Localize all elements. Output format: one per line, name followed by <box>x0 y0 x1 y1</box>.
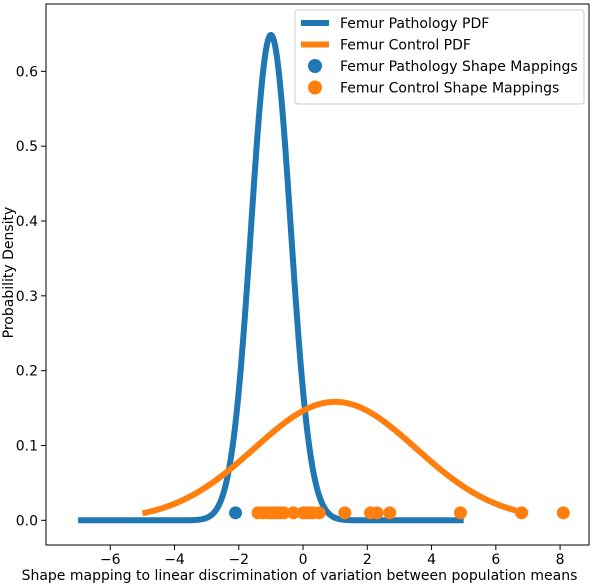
x-tick-label: 2 <box>363 552 372 568</box>
scatter-point <box>277 506 291 520</box>
legend-label: Femur Control PDF <box>340 38 471 54</box>
x-tick-label: 8 <box>556 552 565 568</box>
x-tick-label: 0 <box>299 552 308 568</box>
legend-box <box>294 9 585 105</box>
y-tick-label: 0.0 <box>16 513 38 529</box>
x-tick-label: −4 <box>164 552 185 568</box>
y-tick-label: 0.1 <box>16 438 38 454</box>
scatter-point <box>383 506 397 520</box>
scatter-point <box>515 506 529 520</box>
axes: Shape mapping to linear discrimination o… <box>1 3 590 584</box>
legend-label: Femur Pathology Shape Mappings <box>340 59 578 75</box>
x-tick-label: 4 <box>427 552 436 568</box>
scatter-point <box>312 506 326 520</box>
scatter-point <box>229 506 243 520</box>
x-tick-label: −6 <box>100 552 121 568</box>
y-tick-label: 0.4 <box>16 214 38 230</box>
y-tick-label: 0.3 <box>16 289 38 305</box>
legend-marker-swatch <box>308 59 322 73</box>
y-tick-label: 0.5 <box>16 139 38 155</box>
pdf-line <box>140 398 530 517</box>
x-tick-label: 6 <box>491 552 500 568</box>
scatter-point <box>556 506 570 520</box>
plot-area <box>76 31 570 524</box>
scatter-point <box>453 506 467 520</box>
y-tick-label: 0.6 <box>16 64 38 80</box>
legend-label: Femur Control Shape Mappings <box>340 81 559 97</box>
pdf-line <box>76 31 466 524</box>
scatter-point <box>338 506 352 520</box>
legend-marker-swatch <box>308 80 322 95</box>
y-axis-label: Probability Density <box>1 207 17 339</box>
y-tick-label: 0.2 <box>16 364 38 380</box>
scatter-point <box>286 506 300 520</box>
legend-label: Femur Pathology PDF <box>340 16 489 32</box>
plot-frame <box>45 3 590 546</box>
scatter-point <box>370 506 384 520</box>
x-tick-label: −2 <box>228 552 249 568</box>
x-axis-label: Shape mapping to linear discrimination o… <box>22 568 578 584</box>
legend: Femur Pathology PDF Femur Control PDF Femu… <box>294 9 585 105</box>
